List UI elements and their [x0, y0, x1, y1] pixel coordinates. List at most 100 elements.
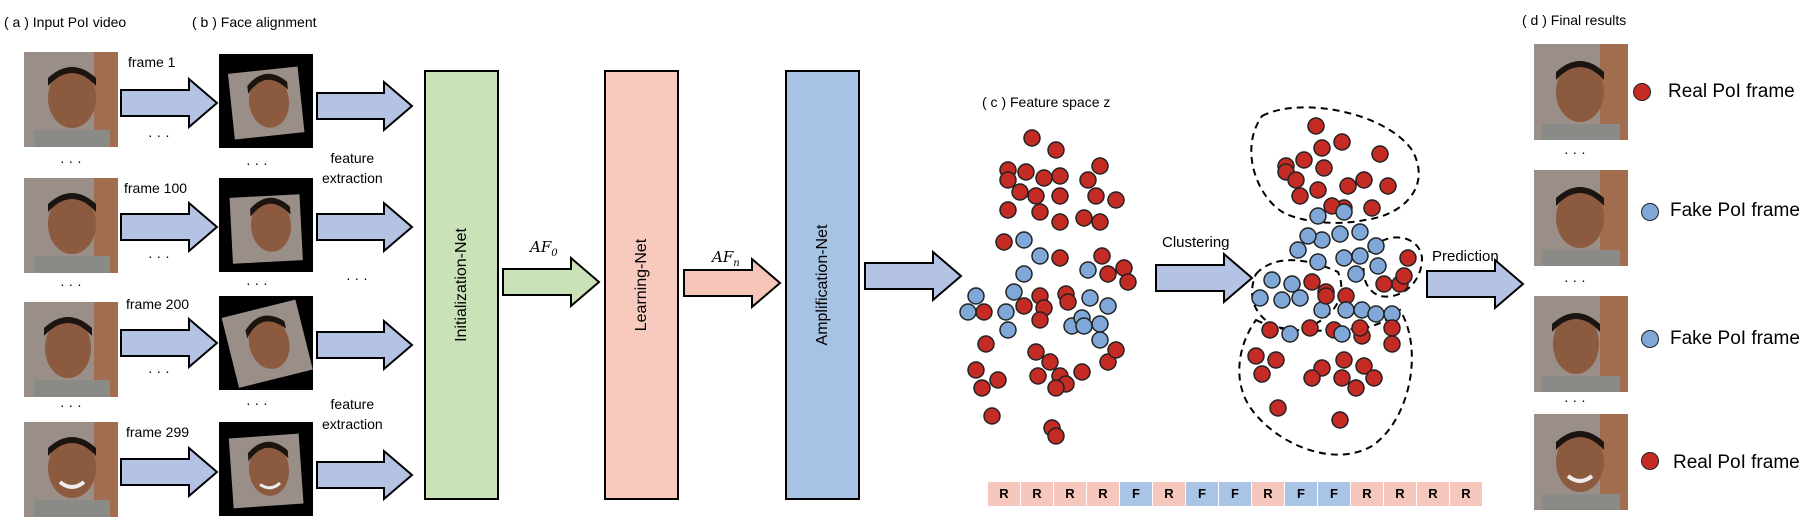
real-feature-dot	[1383, 335, 1401, 353]
flow-arrow	[120, 76, 219, 130]
frame-label-100: frame 100	[124, 180, 188, 196]
flow-arrow	[864, 249, 963, 303]
fake-feature-dot	[1335, 203, 1353, 221]
real-feature-dot	[1363, 199, 1381, 217]
fake-feature-dot	[1015, 231, 1033, 249]
result-dot-real	[1641, 452, 1659, 470]
real-feature-dot	[1027, 187, 1045, 205]
flow-arrow	[1426, 257, 1525, 311]
real-feature-dot	[1309, 181, 1327, 199]
ellipsis: · · ·	[246, 275, 268, 291]
prediction-label: Prediction	[1432, 248, 1499, 265]
real-feature-dot	[1031, 203, 1049, 221]
cluster-outline-right	[1362, 236, 1424, 298]
real-feature-dot	[1335, 351, 1353, 369]
real-feature-dot	[1093, 247, 1111, 265]
real-feature-dot	[977, 335, 995, 353]
real-feature-dot	[1307, 117, 1325, 135]
section-label-c: ( c ) Feature space z	[982, 94, 1111, 110]
fake-feature-dot	[1351, 247, 1369, 265]
real-feature-dot	[1107, 191, 1125, 209]
sequence-cell-fake: F	[1219, 482, 1252, 506]
real-feature-dot	[1047, 141, 1065, 159]
af0-label: AF0	[530, 238, 558, 259]
ellipsis: · · ·	[1564, 144, 1586, 160]
real-feature-dot	[983, 407, 1001, 425]
section-label-b: ( b ) Face alignment	[192, 14, 317, 30]
result-label-1: Real PoI frame	[1668, 81, 1795, 102]
real-feature-dot	[1073, 363, 1091, 381]
real-feature-dot	[1023, 129, 1041, 147]
real-feature-dot	[1099, 265, 1117, 283]
real-feature-dot	[1315, 159, 1333, 177]
real-feature-dot	[1303, 273, 1321, 291]
fake-feature-dot	[1367, 305, 1385, 323]
ellipsis: · · ·	[148, 363, 170, 379]
flow-arrow	[683, 256, 782, 310]
real-feature-dot	[1269, 399, 1287, 417]
sequence-cell-real: R	[1252, 482, 1285, 506]
real-feature-dot	[1027, 343, 1045, 361]
ellipsis: · · ·	[148, 127, 170, 143]
fake-feature-dot	[1079, 261, 1097, 279]
sequence-cell-real: R	[1384, 482, 1417, 506]
sequence-cell-fake: F	[1120, 482, 1153, 506]
initialization-net-block: Initialization-Net	[424, 70, 499, 500]
real-feature-dot	[1247, 347, 1265, 365]
fake-feature-dot	[1335, 249, 1353, 267]
real-feature-dot	[1051, 167, 1069, 185]
fake-feature-dot	[1273, 291, 1291, 309]
input-face-frame-1	[24, 52, 118, 147]
real-feature-dot	[975, 303, 993, 321]
fake-feature-dot	[1337, 301, 1355, 319]
real-feature-dot	[1331, 411, 1349, 429]
real-feature-dot	[1295, 151, 1313, 169]
sequence-cell-real: R	[1417, 482, 1450, 506]
real-feature-dot	[1317, 287, 1335, 305]
real-feature-dot	[1365, 369, 1383, 387]
fake-feature-dot	[1091, 331, 1109, 349]
real-feature-dot	[1091, 213, 1109, 231]
real-feature-dot	[1047, 379, 1065, 397]
fake-feature-dot	[999, 321, 1017, 339]
result-face-2	[1534, 170, 1628, 266]
feature-extraction-label: feature extraction	[322, 396, 383, 432]
real-feature-dot	[1047, 427, 1065, 445]
real-feature-dot	[999, 171, 1017, 189]
flow-arrow	[120, 445, 219, 499]
sequence-cell-real: R	[1450, 482, 1483, 506]
result-face-3	[1534, 296, 1628, 392]
real-feature-dot	[1051, 249, 1069, 267]
flow-arrow	[1155, 251, 1254, 305]
feature-extraction-label: feature extraction	[322, 150, 383, 186]
flow-arrow	[316, 318, 414, 372]
input-face-frame-100	[24, 178, 118, 273]
ellipsis: · · ·	[1564, 392, 1586, 408]
result-label-3: Fake PoI frame	[1670, 328, 1800, 349]
ellipsis: · · ·	[148, 248, 170, 264]
real-feature-dot	[989, 371, 1007, 389]
fake-feature-dot	[1251, 289, 1269, 307]
real-feature-dot	[1379, 177, 1397, 195]
fake-feature-dot	[1099, 297, 1117, 315]
real-feature-dot	[1287, 171, 1305, 189]
flow-arrow	[316, 79, 414, 133]
ellipsis: · · ·	[60, 397, 82, 413]
frame-label-299: frame 299	[126, 424, 190, 440]
sequence-cell-real: R	[1153, 482, 1186, 506]
real-feature-dot	[1017, 163, 1035, 181]
real-feature-dot	[995, 233, 1013, 251]
real-feature-dot	[1029, 367, 1047, 385]
real-feature-dot	[1119, 273, 1137, 291]
ellipsis: · · ·	[60, 276, 82, 292]
real-feature-dot	[1051, 213, 1069, 231]
section-label-a: ( a ) Input PoI video	[4, 14, 127, 30]
fake-feature-dot	[1005, 283, 1023, 301]
fake-feature-dot	[967, 287, 985, 305]
clustering-label: Clustering	[1162, 234, 1230, 251]
real-feature-dot	[1087, 187, 1105, 205]
fake-feature-dot	[1347, 265, 1365, 283]
ellipsis: · · ·	[60, 153, 82, 169]
